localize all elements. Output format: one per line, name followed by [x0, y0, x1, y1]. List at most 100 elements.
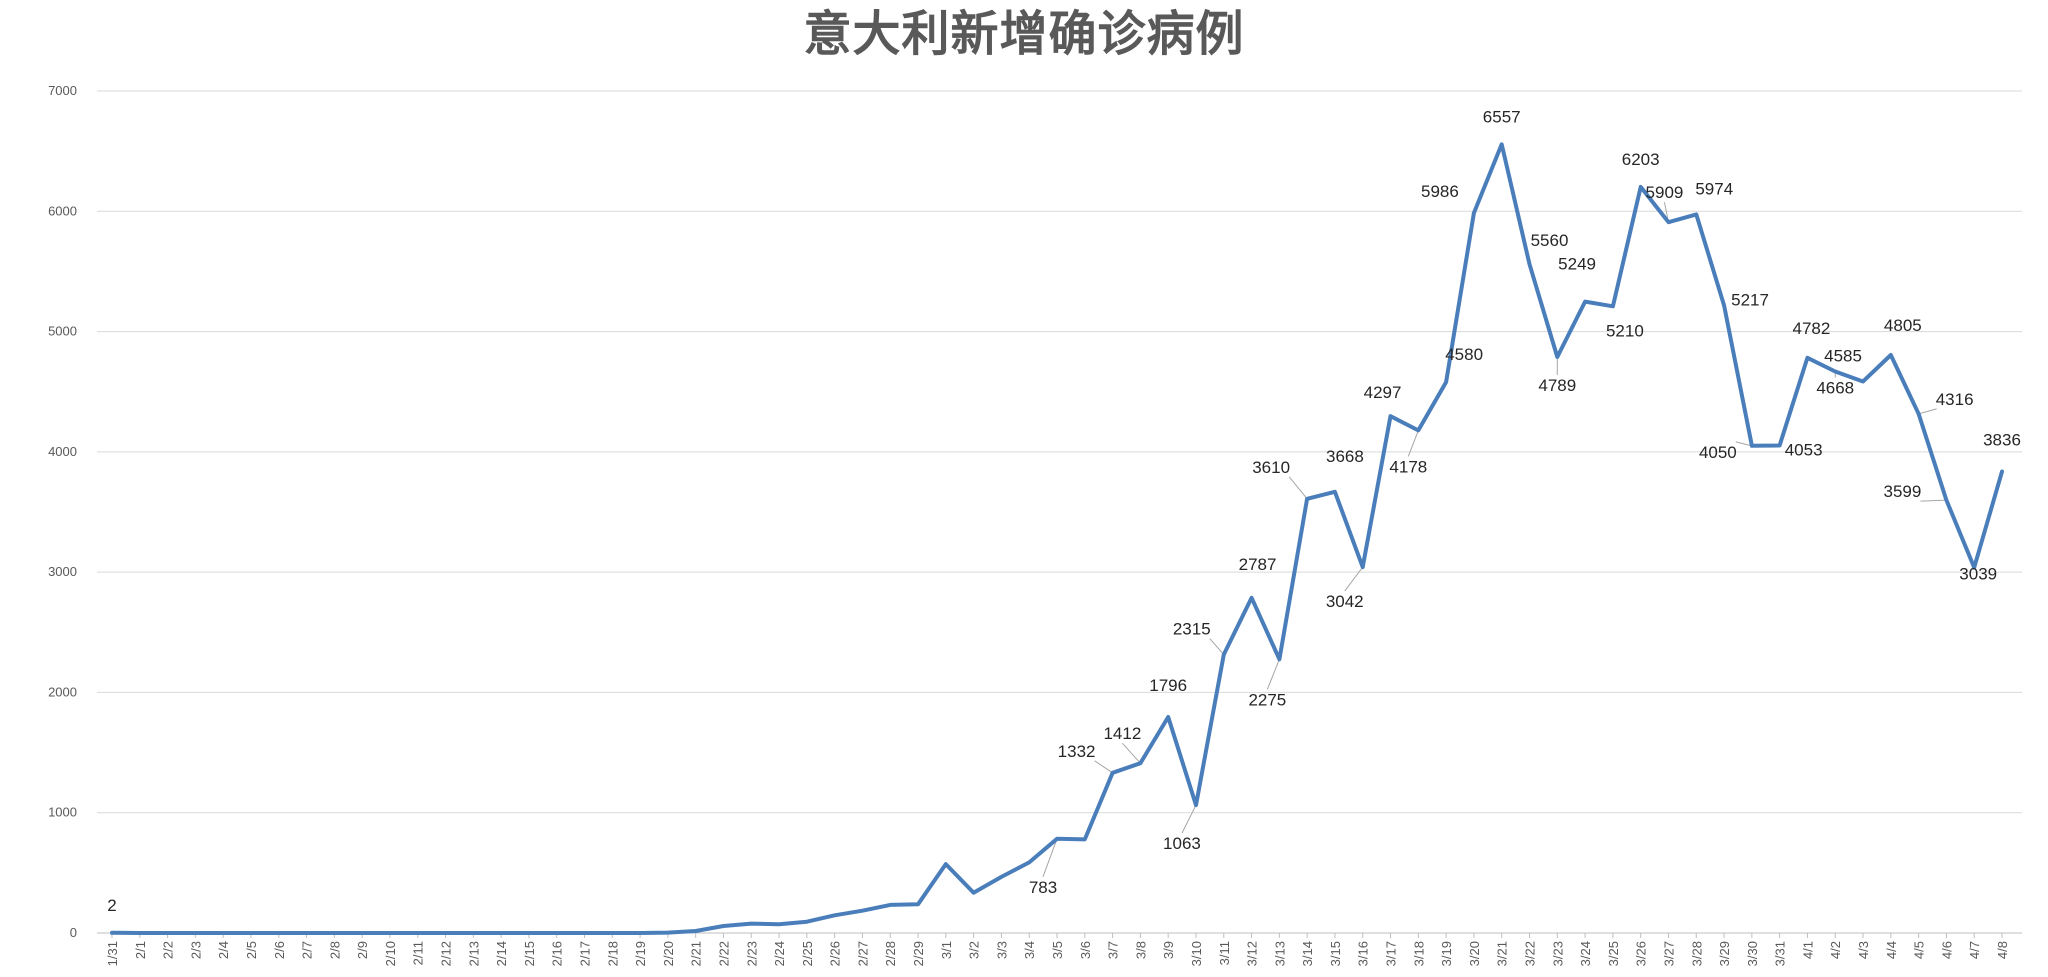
data-point [860, 909, 864, 913]
x-tick-label: 3/9 [1161, 941, 1176, 959]
data-point [694, 929, 698, 933]
data-point [527, 931, 531, 935]
data-point [999, 875, 1003, 879]
data-point [805, 920, 809, 924]
x-tick-label: 3/12 [1245, 941, 1260, 966]
data-label: 4782 [1793, 319, 1831, 338]
x-tick-label: 2/4 [216, 941, 231, 959]
data-point [610, 931, 614, 935]
data-point [1805, 356, 1809, 360]
x-tick-label: 2/25 [800, 941, 815, 966]
data-point [1500, 142, 1504, 146]
x-tick-label: 2/14 [494, 941, 509, 966]
data-label: 6557 [1483, 107, 1521, 126]
data-label: 3610 [1252, 458, 1290, 477]
label-leader-line [1918, 408, 1937, 415]
data-point [1194, 803, 1198, 807]
data-label: 4789 [1538, 376, 1576, 395]
x-tick-label: 2/20 [661, 941, 676, 966]
x-tick-label: 2/28 [883, 941, 898, 966]
data-label: 4050 [1699, 443, 1737, 462]
data-point [1889, 353, 1893, 357]
x-axis-ticks: 1/31 2/1 2/2 2/3 2/4 2/5 2/6 2/7 2/8 2/9 2/10 2/11 2… [105, 933, 2010, 966]
x-tick-label: 3/31 [1773, 941, 1788, 966]
x-tick-label: 2/10 [383, 941, 398, 966]
data-point [1222, 653, 1226, 657]
x-tick-label: 2/18 [605, 941, 620, 966]
x-tick-label: 3/2 [967, 941, 982, 959]
data-point [749, 922, 753, 926]
data-point [138, 931, 142, 935]
data-point [1389, 414, 1393, 418]
data-point [221, 931, 225, 935]
data-point [1472, 211, 1476, 215]
x-tick-label: 4/3 [1856, 941, 1871, 959]
data-point [638, 931, 642, 935]
label-leader-line [1266, 659, 1280, 690]
x-tick-label: 3/20 [1467, 941, 1482, 966]
y-tick-label: 0 [70, 925, 77, 940]
label-leader-line [1094, 760, 1113, 774]
data-point [1250, 596, 1254, 600]
x-tick-label: 3/30 [1745, 941, 1760, 966]
data-label: 4585 [1824, 346, 1862, 365]
data-label: 1796 [1149, 676, 1187, 695]
x-tick-label: 2/3 [188, 941, 203, 959]
data-point [499, 931, 503, 935]
series-line [110, 142, 2004, 935]
data-label: 2315 [1173, 620, 1211, 639]
data-point [1944, 498, 1948, 502]
x-tick-label: 2/11 [411, 941, 426, 965]
x-tick-label: 2/6 [272, 941, 287, 959]
data-point [888, 903, 892, 907]
data-point [1166, 715, 1170, 719]
data-label: 3042 [1326, 592, 1364, 611]
x-tick-label: 2/7 [300, 941, 315, 959]
x-tick-label: 2/8 [327, 941, 342, 959]
x-tick-label: 3/15 [1328, 941, 1343, 966]
x-tick-label: 1/31 [105, 941, 120, 966]
data-point [166, 931, 170, 935]
data-point [2000, 470, 2004, 474]
x-tick-label: 4/1 [1800, 941, 1815, 959]
data-point [110, 931, 114, 935]
x-tick-label: 2/22 [716, 941, 731, 966]
data-label: 1412 [1103, 724, 1141, 743]
data-label: 5974 [1695, 179, 1733, 198]
y-tick-label: 1000 [48, 805, 77, 820]
data-label: 6203 [1622, 150, 1660, 169]
data-point [1861, 379, 1865, 383]
y-tick-label: 5000 [48, 324, 77, 339]
label-leader-line [1407, 430, 1419, 457]
x-tick-label: 3/18 [1411, 941, 1426, 966]
data-point [1833, 370, 1837, 374]
chart-title: 意大利新增确诊病例 [803, 6, 1245, 62]
x-tick-label: 2/12 [439, 941, 454, 966]
label-leader-line [1735, 441, 1752, 447]
x-tick-label: 3/17 [1384, 941, 1399, 966]
x-tick-label: 3/25 [1606, 941, 1621, 966]
data-point [1917, 412, 1921, 416]
x-tick-label: 3/7 [1106, 941, 1121, 959]
x-tick-label: 3/5 [1050, 941, 1065, 959]
gridlines [97, 90, 2022, 934]
x-tick-label: 3/11 [1217, 941, 1232, 965]
data-label: 3668 [1326, 447, 1364, 466]
x-tick-label: 3/23 [1550, 941, 1565, 966]
data-point [1027, 860, 1031, 864]
label-leader-line [1122, 742, 1141, 764]
data-point [944, 862, 948, 866]
series-line-layer [110, 142, 2004, 935]
data-label: 783 [1029, 878, 1057, 897]
data-point [777, 922, 781, 926]
data-point [193, 931, 197, 935]
data-point [1750, 444, 1754, 448]
data-point [444, 931, 448, 935]
x-tick-label: 2/9 [355, 941, 370, 959]
x-tick-label: 3/10 [1189, 941, 1204, 966]
x-tick-label: 2/19 [633, 941, 648, 966]
data-label: 4316 [1936, 390, 1974, 409]
data-point [1416, 428, 1420, 432]
data-point [1305, 497, 1309, 501]
